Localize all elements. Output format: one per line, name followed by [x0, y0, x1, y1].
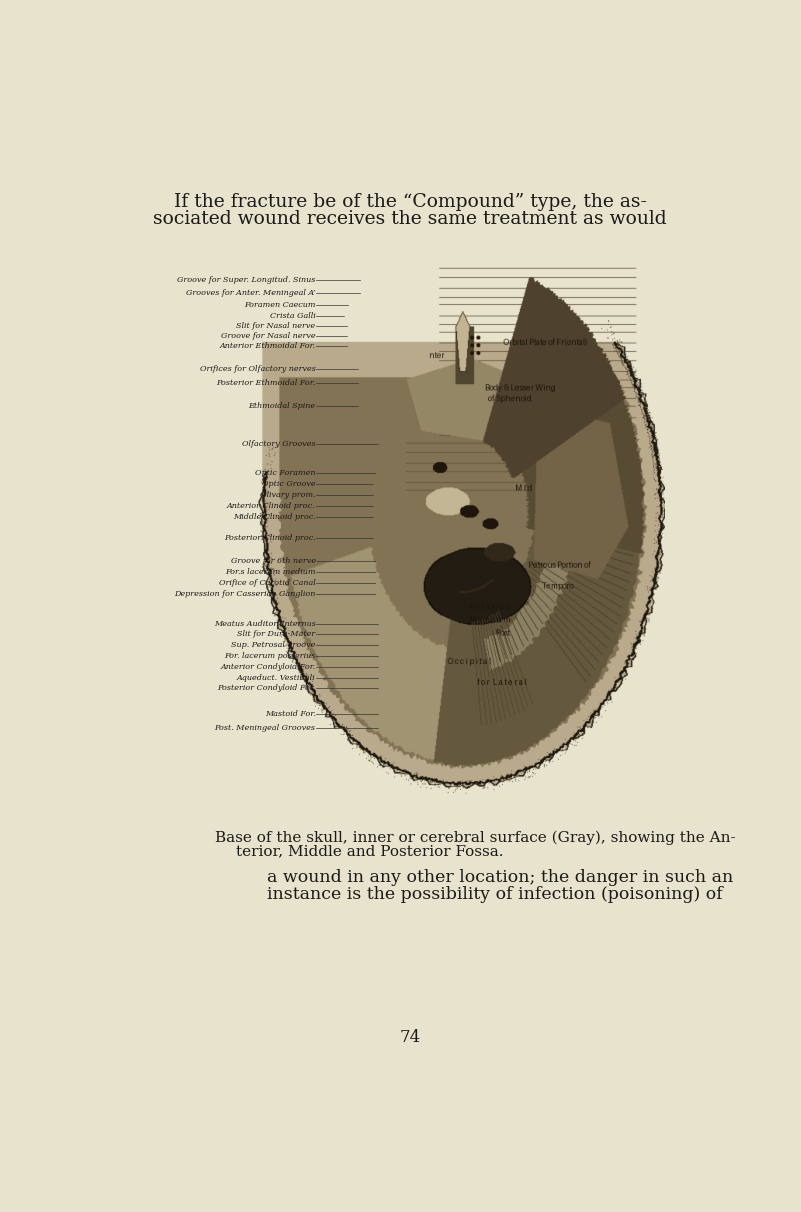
Text: Optic Groove: Optic Groove — [262, 480, 316, 488]
Text: Posterior Ethmoidal For.: Posterior Ethmoidal For. — [216, 378, 316, 387]
Text: Posterior Condyloid For.: Posterior Condyloid For. — [217, 685, 316, 692]
Text: instance is the possibility of infection (poisoning) of: instance is the possibility of infection… — [267, 886, 723, 903]
Text: Post. Meningeal Grooves: Post. Meningeal Grooves — [215, 725, 316, 732]
Text: Posterior Clinoid proc.: Posterior Clinoid proc. — [223, 534, 316, 542]
Text: Slit for Dura-Mater: Slit for Dura-Mater — [237, 630, 316, 639]
Text: Olivary prom.: Olivary prom. — [260, 491, 316, 499]
Text: Orifice of Carotid Canal: Orifice of Carotid Canal — [219, 579, 316, 587]
Text: a wound in any other location; the danger in such an: a wound in any other location; the dange… — [267, 869, 733, 886]
Text: sociated wound receives the same treatment as would: sociated wound receives the same treatme… — [153, 210, 667, 228]
Text: Base of the skull, inner or cerebral surface (Gray), showing the An-: Base of the skull, inner or cerebral sur… — [215, 830, 735, 845]
Text: Anterior Clinoid proc.: Anterior Clinoid proc. — [227, 502, 316, 510]
Text: Grooves for Anter. Meningeal A’: Grooves for Anter. Meningeal A’ — [186, 288, 316, 297]
Text: terior, Middle and Posterior Fossa.: terior, Middle and Posterior Fossa. — [235, 844, 503, 858]
Text: Crista Galli: Crista Galli — [270, 311, 316, 320]
Text: Anterior Ethmoidal For.: Anterior Ethmoidal For. — [219, 343, 316, 350]
Text: Middle Clinoid proc.: Middle Clinoid proc. — [233, 514, 316, 521]
Text: Foramen Caecum: Foramen Caecum — [244, 301, 316, 309]
Text: Sup. Petrosal groove: Sup. Petrosal groove — [231, 641, 316, 650]
Text: Optic Foramen: Optic Foramen — [255, 469, 316, 476]
Text: Orifices for Olfactory nerves: Orifices for Olfactory nerves — [199, 365, 316, 373]
Text: 74: 74 — [400, 1029, 421, 1046]
Text: For. lacerum posterius: For. lacerum posterius — [224, 652, 316, 661]
Text: Groove for 6th nerve: Groove for 6th nerve — [231, 558, 316, 565]
Text: Groove for Super. Longitud. Sinus: Groove for Super. Longitud. Sinus — [177, 276, 316, 284]
Text: If the fracture be of the “Compound” type, the as-: If the fracture be of the “Compound” typ… — [174, 193, 646, 211]
Text: Groove for Nasal nerve: Groove for Nasal nerve — [221, 332, 316, 341]
Text: Ethmoidal Spine: Ethmoidal Spine — [248, 401, 316, 410]
Text: Slit for Nasal nerve: Slit for Nasal nerve — [236, 322, 316, 331]
Text: For.s lacerum medium: For.s lacerum medium — [225, 568, 316, 576]
Text: Aqueduct. Vestibuli: Aqueduct. Vestibuli — [237, 674, 316, 681]
Text: Mastoid For.: Mastoid For. — [264, 710, 316, 718]
Text: Meatus Auditor. Internus: Meatus Auditor. Internus — [214, 619, 316, 628]
Text: Anterior Condyloid For.: Anterior Condyloid For. — [220, 663, 316, 670]
Text: Olfactory Grooves: Olfactory Grooves — [242, 440, 316, 448]
Text: Depression for Casserian Ganglion: Depression for Casserian Ganglion — [174, 589, 316, 598]
